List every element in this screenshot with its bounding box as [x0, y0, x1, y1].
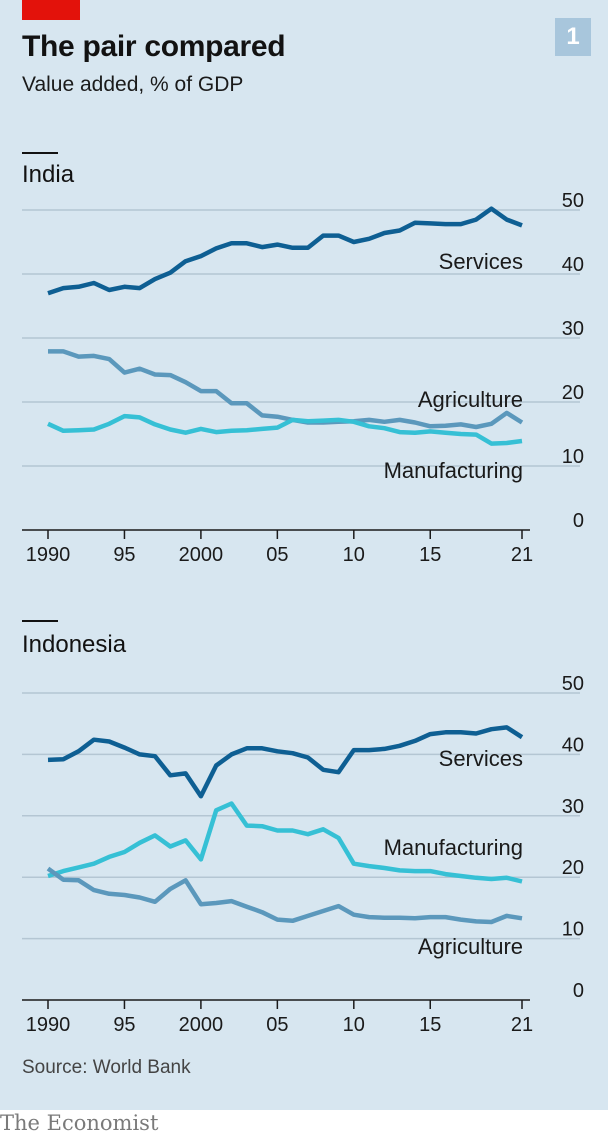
series-line-agriculture — [46, 866, 523, 925]
series-line-agriculture — [48, 349, 524, 430]
x-tick-label: 95 — [113, 1014, 135, 1036]
series-line-manufacturing — [47, 413, 523, 446]
panel-title-india: India — [22, 161, 75, 188]
series-label-agriculture: Agriculture — [418, 387, 523, 412]
y-tick-label: 10 — [562, 919, 584, 941]
x-tick-label: 2000 — [179, 544, 224, 566]
series-label-services: Services — [439, 249, 523, 274]
x-tick-label: 15 — [419, 1014, 441, 1036]
y-tick-label: 0 — [573, 980, 584, 1002]
chart-title: The pair compared — [22, 30, 286, 63]
series-label-agriculture: Agriculture — [418, 934, 523, 959]
x-tick-label: 1990 — [26, 544, 71, 566]
chart-number-badge: 1 — [555, 18, 591, 56]
y-tick-label: 50 — [562, 673, 584, 695]
y-tick-label: 20 — [562, 857, 584, 879]
series-line-services — [47, 206, 523, 296]
india-title-rule — [22, 152, 58, 154]
x-tick-label: 15 — [419, 544, 441, 566]
source-note: Source: World Bank — [22, 1057, 191, 1078]
economist-brand: The Economist — [0, 1111, 159, 1135]
y-tick-label: 40 — [562, 254, 584, 276]
series-label-manufacturing: Manufacturing — [384, 835, 523, 860]
chart-subtitle: Value added, % of GDP — [22, 73, 244, 96]
chart-svg: 0 10 20 30 40 50 1990 95 2000 05 10 15 21 Services Agr… — [22, 190, 584, 1036]
series-label-services: Services — [439, 746, 523, 771]
x-tick-label: 10 — [343, 544, 365, 566]
y-tick-label: 0 — [573, 510, 584, 532]
series-line-services — [47, 725, 524, 799]
chart-panel — [0, 0, 608, 1110]
panel-title-indonesia: Indonesia — [22, 631, 127, 658]
x-tick-label: 21 — [511, 1014, 533, 1036]
x-tick-label: 10 — [343, 1014, 365, 1036]
x-tick-label: 05 — [266, 544, 288, 566]
y-tick-label: 50 — [562, 190, 584, 212]
series-label-manufacturing: Manufacturing — [384, 458, 523, 483]
indonesia-title-rule — [22, 620, 58, 622]
brand-red-bar — [22, 0, 80, 20]
panel-1: 0 10 20 30 40 50 1990 95 2000 05 10 15 21 Services Man… — [22, 673, 584, 1036]
x-tick-label: 2000 — [179, 1014, 224, 1036]
panel-0: 0 10 20 30 40 50 1990 95 2000 05 10 15 21 Services Agr… — [22, 190, 584, 566]
x-tick-label: 05 — [266, 1014, 288, 1036]
x-tick-label: 95 — [113, 544, 135, 566]
y-tick-label: 20 — [562, 382, 584, 404]
y-tick-label: 40 — [562, 734, 584, 756]
y-tick-label: 30 — [562, 318, 584, 340]
series-line-manufacturing — [47, 801, 523, 884]
x-tick-label: 21 — [511, 544, 533, 566]
y-tick-label: 30 — [562, 796, 584, 818]
x-tick-label: 1990 — [26, 1014, 71, 1036]
y-tick-label: 10 — [562, 446, 584, 468]
